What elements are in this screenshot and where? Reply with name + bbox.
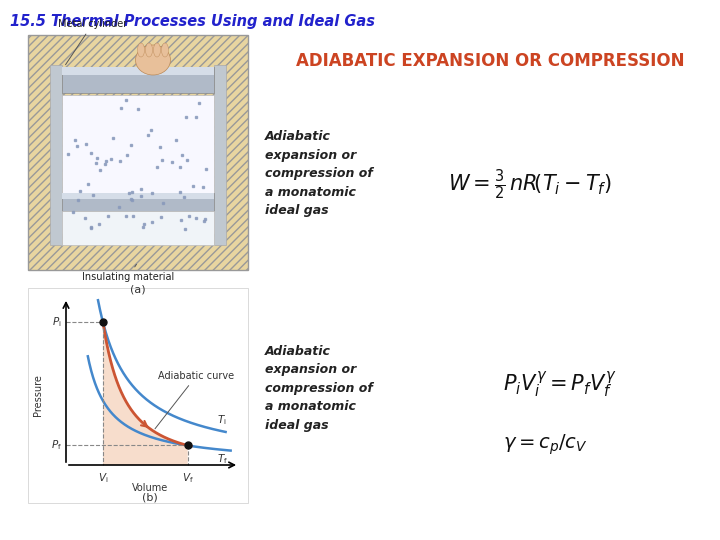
Text: $T_{\rm f}$: $T_{\rm f}$ <box>217 453 228 466</box>
Bar <box>62 193 214 199</box>
Text: Adiabatic
expansion or
compression of
a monatomic
ideal gas: Adiabatic expansion or compression of a … <box>265 130 373 217</box>
Text: (b): (b) <box>142 493 158 503</box>
Ellipse shape <box>153 43 161 57</box>
Text: $P_{\rm f}$: $P_{\rm f}$ <box>51 438 62 453</box>
Ellipse shape <box>135 45 171 75</box>
Text: Pressure: Pressure <box>33 374 43 416</box>
Text: $W = \frac{3}{2}\,nR\!\left(T_i - T_f\right)$: $W = \frac{3}{2}\,nR\!\left(T_i - T_f\ri… <box>448 168 612 202</box>
Polygon shape <box>103 322 188 465</box>
Text: Metal cylinder: Metal cylinder <box>58 19 127 65</box>
Bar <box>214 65 226 245</box>
Bar <box>62 67 214 93</box>
Text: $T_{\rm i}$: $T_{\rm i}$ <box>217 413 227 427</box>
Bar <box>62 193 214 211</box>
Bar <box>28 35 248 270</box>
Text: 15.5 Thermal Processes Using and Ideal Gas: 15.5 Thermal Processes Using and Ideal G… <box>10 14 375 29</box>
Ellipse shape <box>161 43 168 57</box>
Text: $V_{\rm f}$: $V_{\rm f}$ <box>182 471 194 485</box>
Bar <box>62 211 214 245</box>
Text: $P_i V_i^{\gamma} = P_f V_f^{\gamma}$: $P_i V_i^{\gamma} = P_f V_f^{\gamma}$ <box>503 370 617 400</box>
Text: $V_{\rm i}$: $V_{\rm i}$ <box>98 471 108 485</box>
Text: Insulating material: Insulating material <box>82 264 174 282</box>
Bar <box>62 95 214 233</box>
Bar <box>28 288 248 503</box>
Text: Adiabatic curve: Adiabatic curve <box>155 370 235 429</box>
Text: Volume: Volume <box>132 483 168 493</box>
Text: $P_{\rm i}$: $P_{\rm i}$ <box>53 315 62 329</box>
Bar <box>62 67 214 75</box>
Text: ADIABATIC EXPANSION OR COMPRESSION: ADIABATIC EXPANSION OR COMPRESSION <box>296 52 684 70</box>
Text: Adiabatic
expansion or
compression of
a monatomic
ideal gas: Adiabatic expansion or compression of a … <box>265 345 373 432</box>
Bar <box>50 65 62 245</box>
Text: (a): (a) <box>130 284 146 294</box>
Ellipse shape <box>145 43 153 57</box>
Text: $\gamma = c_p / c_V$: $\gamma = c_p / c_V$ <box>503 433 588 457</box>
Ellipse shape <box>138 43 145 57</box>
